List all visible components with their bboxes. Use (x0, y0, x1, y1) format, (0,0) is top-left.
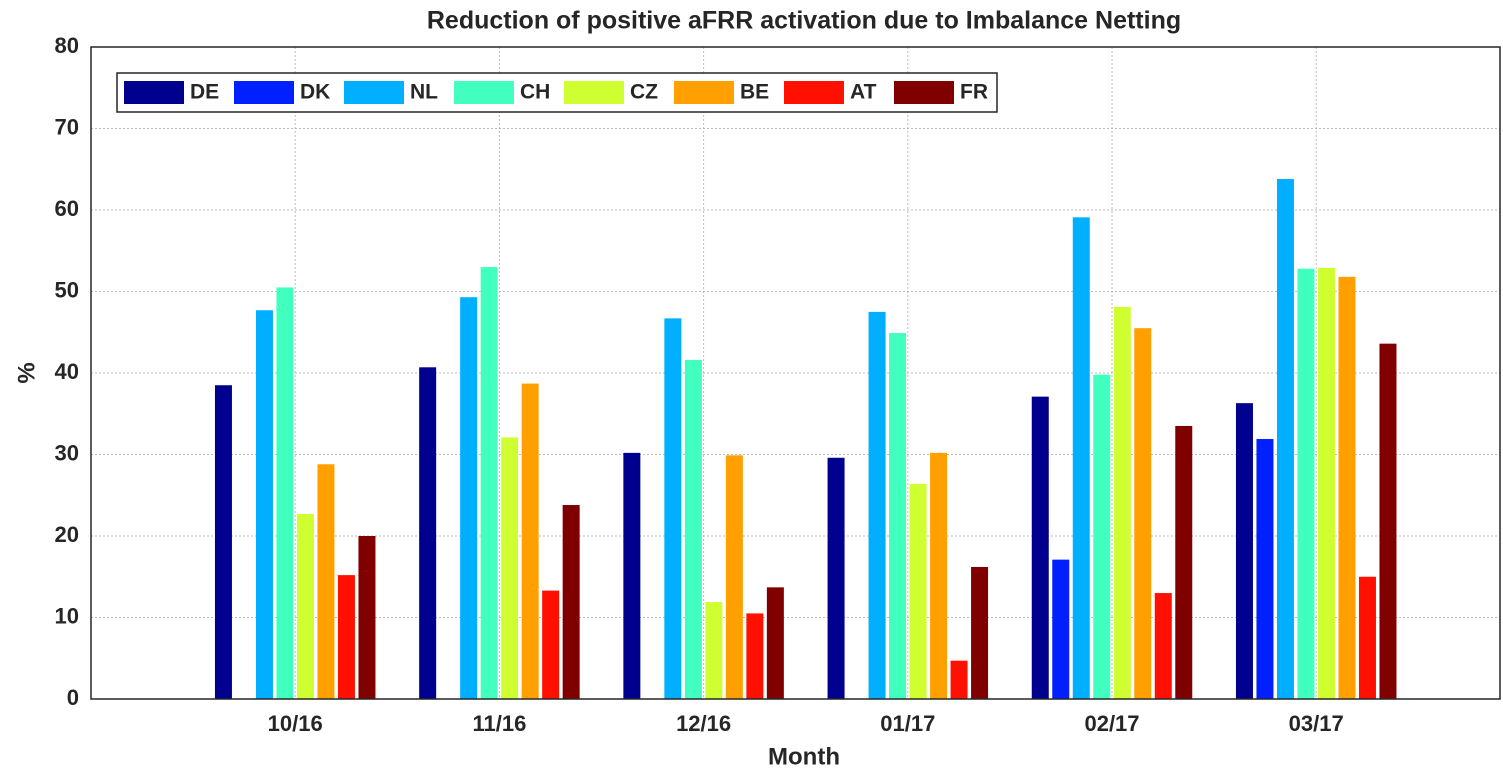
y-tick-label: 10 (55, 603, 79, 628)
legend-swatch (454, 81, 514, 104)
bar (1358, 576, 1376, 699)
legend-label: BE (740, 81, 769, 104)
x-axis-label: Month (768, 743, 840, 770)
bar (542, 590, 560, 699)
bar (1297, 268, 1315, 699)
legend-label: FR (960, 81, 988, 104)
bar (1072, 217, 1090, 699)
bar (1031, 396, 1049, 699)
x-tick-label: 03/17 (1289, 711, 1344, 736)
bar (255, 310, 273, 699)
bar (664, 318, 682, 699)
bar (1113, 306, 1131, 699)
legend-swatch (894, 81, 954, 104)
y-tick-label: 80 (55, 33, 79, 58)
x-tick-label: 10/16 (268, 711, 323, 736)
bar (705, 602, 723, 699)
legend-label: DE (190, 81, 219, 104)
bar (930, 452, 948, 699)
bar (562, 505, 580, 699)
legend-label: CH (520, 81, 550, 104)
y-axis-label: % (13, 362, 40, 383)
bar (684, 359, 702, 699)
legend-swatch (234, 81, 294, 104)
y-tick-label: 40 (55, 359, 79, 384)
bar (521, 383, 539, 699)
bar (1338, 276, 1356, 699)
y-tick-label: 70 (55, 114, 79, 139)
legend-swatch (564, 81, 624, 104)
bar (317, 464, 335, 699)
legend-swatch (784, 81, 844, 104)
bar (460, 297, 478, 699)
chart-title: Reduction of positive aFRR activation du… (427, 7, 1181, 35)
legend-swatch (124, 81, 184, 104)
bar (909, 483, 927, 699)
bar (1379, 343, 1397, 699)
bar (1175, 425, 1193, 699)
bar (276, 287, 294, 699)
x-tick-label: 01/17 (880, 711, 935, 736)
legend-label: CZ (630, 81, 658, 104)
y-tick-label: 30 (55, 440, 79, 465)
y-tick-label: 0 (67, 685, 79, 710)
bar (1154, 593, 1172, 699)
legend-swatch (674, 81, 734, 104)
y-tick-label: 20 (55, 522, 79, 547)
bar (971, 566, 989, 699)
bar (1317, 267, 1335, 699)
bar (766, 587, 784, 699)
legend-label: DK (300, 81, 330, 104)
bar (1235, 403, 1253, 699)
bar (746, 613, 764, 699)
bar (358, 536, 376, 699)
bar (296, 513, 314, 699)
bar (950, 660, 968, 699)
y-tick-label: 60 (55, 196, 79, 221)
plot-frame (90, 46, 1501, 700)
y-tick-label: 50 (55, 277, 79, 302)
legend-label: NL (410, 81, 438, 104)
bar (1256, 439, 1274, 699)
x-tick-label: 12/16 (676, 711, 731, 736)
legend-swatch (344, 81, 404, 104)
bar (1134, 328, 1152, 699)
bar (419, 367, 437, 699)
bar (1276, 179, 1294, 699)
bar (827, 457, 845, 699)
x-tick-label: 11/16 (472, 711, 526, 736)
bar (501, 437, 519, 699)
legend-label: AT (850, 81, 877, 104)
bar (480, 267, 498, 699)
bar (337, 575, 355, 699)
bar (1052, 559, 1070, 699)
bar (214, 385, 232, 699)
bar (1093, 374, 1111, 699)
x-tick-label: 02/17 (1084, 711, 1139, 736)
bar (623, 452, 641, 699)
bar (868, 311, 886, 699)
bar (889, 333, 907, 699)
bar (725, 455, 743, 699)
